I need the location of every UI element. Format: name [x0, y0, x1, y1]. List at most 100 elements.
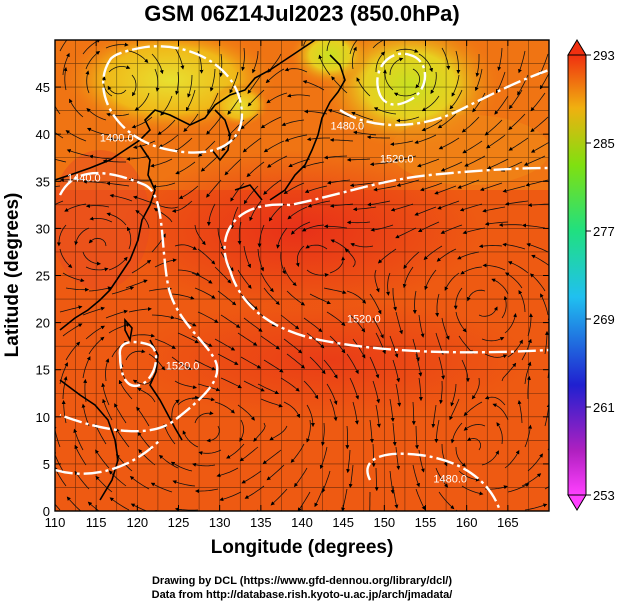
streamline: [247, 89, 265, 107]
streamline: [481, 337, 505, 342]
streamline: [309, 293, 331, 305]
streamline: [389, 398, 395, 422]
streamline: [257, 224, 265, 248]
streamline: [304, 109, 328, 115]
streamline: [284, 67, 308, 73]
streamline: [430, 71, 437, 94]
streamline: [321, 422, 325, 446]
streamline: [172, 480, 196, 487]
y-tick-label: 25: [36, 269, 50, 284]
streamline: [237, 332, 258, 346]
streamline: [389, 335, 399, 358]
streamline: [375, 404, 381, 428]
streamline: [194, 411, 214, 424]
streamline: [171, 356, 192, 370]
streamline: [281, 119, 305, 126]
streamline: [244, 485, 265, 499]
streamline: [502, 242, 526, 250]
streamline: [508, 113, 526, 131]
streamline: [424, 269, 437, 291]
streamline: [326, 311, 346, 327]
y-axis-ticks: 0 5 10 15 20 25 30 35 40 45: [36, 80, 549, 519]
streamline: [524, 503, 548, 511]
streamline: [276, 227, 288, 249]
streamline: [497, 47, 503, 71]
streamline: [303, 380, 319, 400]
streamline: [306, 404, 315, 428]
streamline: [370, 224, 394, 232]
streamline: [450, 422, 463, 444]
streamline: [303, 317, 323, 333]
streamline: [484, 221, 509, 226]
streamline: [440, 161, 463, 172]
streamline: [369, 161, 394, 167]
streamline: [111, 286, 135, 295]
streamline: [436, 248, 457, 262]
x-axis-ticks: 110 115 120 125 130 135 140 145 150 155 160 165: [45, 40, 519, 530]
streamline: [94, 423, 107, 445]
streamline: [173, 137, 193, 153]
streamline: [505, 200, 529, 206]
streamline: [132, 377, 153, 385]
streamline: [243, 245, 251, 269]
streamline: [290, 443, 305, 463]
streamline: [455, 50, 461, 74]
streamline: [392, 288, 397, 311]
streamline: [441, 443, 448, 467]
streamline: [327, 108, 351, 118]
streamline: [392, 422, 397, 447]
streamline: [252, 50, 259, 74]
streamline: [544, 330, 549, 355]
streamline: [372, 317, 384, 339]
streamline: [114, 403, 127, 424]
streamline: [526, 375, 531, 400]
streamline: [348, 464, 354, 488]
streamline: [269, 425, 288, 441]
contour-label: 1480.0: [433, 474, 467, 486]
streamline: [287, 93, 311, 98]
streamline: [467, 437, 482, 451]
streamline: [351, 111, 374, 121]
streamline: [415, 353, 423, 377]
streamline: [249, 200, 262, 222]
streamline: [217, 353, 239, 365]
streamline: [61, 400, 67, 424]
streamline: [219, 491, 242, 502]
streamline: [481, 450, 499, 466]
contour-label: 1440.0: [67, 172, 101, 184]
streamline: [323, 287, 347, 295]
streamline: [551, 380, 554, 402]
y-tick-label: 5: [43, 457, 50, 472]
y-tick-label: 0: [43, 504, 50, 519]
streamline: [395, 48, 419, 53]
streamline: [521, 473, 542, 487]
streamline: [418, 449, 425, 473]
streamline: [352, 338, 366, 359]
streamline: [412, 68, 421, 89]
streamline: [374, 269, 380, 293]
streamline: [105, 358, 110, 382]
streamline: [374, 467, 379, 492]
streamline: [105, 309, 128, 319]
streamline: [263, 359, 284, 373]
streamline: [263, 140, 285, 153]
colorbar-tick-label: 261: [593, 400, 615, 415]
streamline: [517, 400, 523, 424]
streamline: [435, 467, 449, 488]
streamline: [507, 261, 529, 274]
streamline: [504, 449, 520, 469]
map-title: GSM 06Z14Jul2023 (850.0hPa): [144, 1, 460, 26]
streamline: [85, 203, 110, 208]
streamline: [435, 293, 440, 317]
streamline: [346, 220, 371, 225]
streamline: [461, 116, 480, 133]
streamline: [85, 266, 109, 272]
streamline: [257, 248, 264, 272]
streamline: [224, 158, 242, 176]
streamline: [106, 112, 130, 117]
streamline: [283, 266, 297, 287]
streamline: [55, 200, 64, 205]
streamline: [101, 382, 110, 406]
streamline: [82, 179, 107, 184]
streamline: [108, 137, 133, 142]
